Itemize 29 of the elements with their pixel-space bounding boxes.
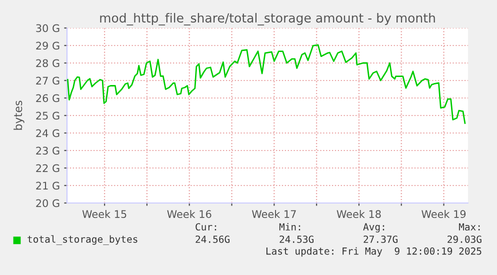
line-series [67,44,466,124]
x-tick-label: Week 16 [167,210,212,218]
y-tick-label: 23 G [36,146,60,155]
y-tick-label: 27 G [36,76,60,85]
text: 27.37G [364,236,398,243]
text: Last update: Fri May 9 12:00:19 2025 [266,247,482,257]
text: Min: [279,223,300,230]
x-tick-label: Week 19 [422,210,466,218]
y-tick-label: 21 G [36,182,60,190]
y-tick-label: 24 G [36,129,60,138]
text: 29.03G [448,236,482,243]
text: Cur: [196,223,216,231]
y-tick-label: 30 G [36,24,60,32]
legend-label: total_storage_bytes [28,235,138,245]
x-tick-label: Week 18 [336,210,381,218]
x-tick-label: Week 17 [252,210,296,218]
text: Avg: [363,223,384,232]
y-tick-label: 26 G [36,94,60,102]
y-tick-label: 28 G [36,59,60,68]
y-tick-label: 22 G [36,164,60,172]
text: Max: [458,223,480,231]
text: 24.53G [280,236,314,243]
text: 24.56G [196,236,230,243]
y-axis-title: bytes [14,100,24,130]
chart-title: mod_http_file_share/total_storage amount - by month [100,12,435,26]
x-tick-label: Week 15 [82,210,126,218]
y-tick-label: 29 G [36,42,60,50]
y-tick-label: 25 G [36,112,60,120]
y-tick-label: 20 G [36,199,60,208]
